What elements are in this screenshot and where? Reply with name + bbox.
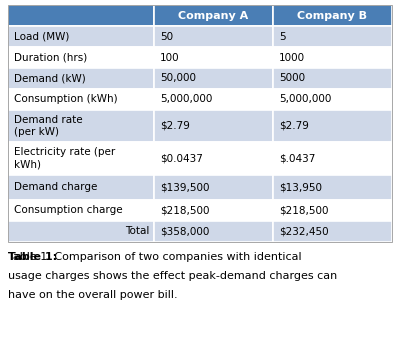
- Text: $13,950: $13,950: [279, 182, 322, 192]
- Text: Demand charge: Demand charge: [14, 182, 97, 192]
- Bar: [154, 26, 273, 47]
- Bar: [8, 26, 154, 47]
- Text: 50: 50: [160, 32, 173, 42]
- Bar: [8, 89, 154, 110]
- Text: 50,000: 50,000: [160, 74, 196, 83]
- Text: Company A: Company A: [178, 11, 248, 21]
- Text: Duration (hrs): Duration (hrs): [14, 52, 87, 63]
- Text: 1000: 1000: [279, 52, 305, 63]
- Bar: [154, 89, 273, 110]
- Text: Load (MW): Load (MW): [14, 32, 69, 42]
- Bar: [8, 5, 392, 241]
- Bar: [273, 175, 392, 200]
- Bar: [8, 142, 154, 175]
- Text: $0.0437: $0.0437: [160, 153, 203, 163]
- Text: Consumption charge: Consumption charge: [14, 205, 123, 215]
- Bar: [8, 47, 154, 68]
- Bar: [273, 47, 392, 68]
- Bar: [154, 175, 273, 200]
- Text: Total: Total: [126, 226, 150, 236]
- Text: Consumption (kWh): Consumption (kWh): [14, 94, 118, 104]
- Bar: [154, 110, 273, 142]
- Text: $358,000: $358,000: [160, 226, 209, 236]
- Bar: [8, 175, 154, 200]
- Text: 5,000,000: 5,000,000: [160, 94, 212, 104]
- Bar: [154, 200, 273, 220]
- Text: $2.79: $2.79: [279, 121, 309, 131]
- Bar: [273, 142, 392, 175]
- Bar: [273, 68, 392, 89]
- Text: $232,450: $232,450: [279, 226, 328, 236]
- Text: 5000: 5000: [279, 74, 305, 83]
- Text: Table 1: Comparison of two companies with identical: Table 1: Comparison of two companies wit…: [8, 252, 302, 262]
- Text: $139,500: $139,500: [160, 182, 210, 192]
- Bar: [273, 89, 392, 110]
- Bar: [8, 110, 154, 142]
- Bar: [154, 68, 273, 89]
- Bar: [273, 220, 392, 241]
- Text: $.0437: $.0437: [279, 153, 315, 163]
- Bar: [8, 220, 154, 241]
- Bar: [273, 5, 392, 26]
- Text: 5,000,000: 5,000,000: [279, 94, 331, 104]
- Text: Company B: Company B: [298, 11, 368, 21]
- Text: 5: 5: [279, 32, 286, 42]
- Bar: [8, 68, 154, 89]
- Bar: [273, 26, 392, 47]
- Bar: [154, 220, 273, 241]
- Text: $218,500: $218,500: [160, 205, 210, 215]
- Bar: [8, 5, 154, 26]
- Bar: [154, 5, 273, 26]
- Text: have on the overall power bill.: have on the overall power bill.: [8, 290, 178, 301]
- Bar: [8, 200, 154, 220]
- Text: Demand rate
(per kW): Demand rate (per kW): [14, 115, 83, 137]
- Text: usage charges shows the effect peak-demand charges can: usage charges shows the effect peak-dema…: [8, 271, 337, 281]
- Bar: [154, 47, 273, 68]
- Text: Demand (kW): Demand (kW): [14, 74, 86, 83]
- Bar: [154, 142, 273, 175]
- Text: Table 1:: Table 1:: [8, 252, 57, 262]
- Text: $218,500: $218,500: [279, 205, 328, 215]
- Text: $2.79: $2.79: [160, 121, 190, 131]
- Text: 100: 100: [160, 52, 180, 63]
- Bar: [273, 200, 392, 220]
- Bar: [273, 110, 392, 142]
- Text: Electricity rate (per
kWh): Electricity rate (per kWh): [14, 147, 115, 169]
